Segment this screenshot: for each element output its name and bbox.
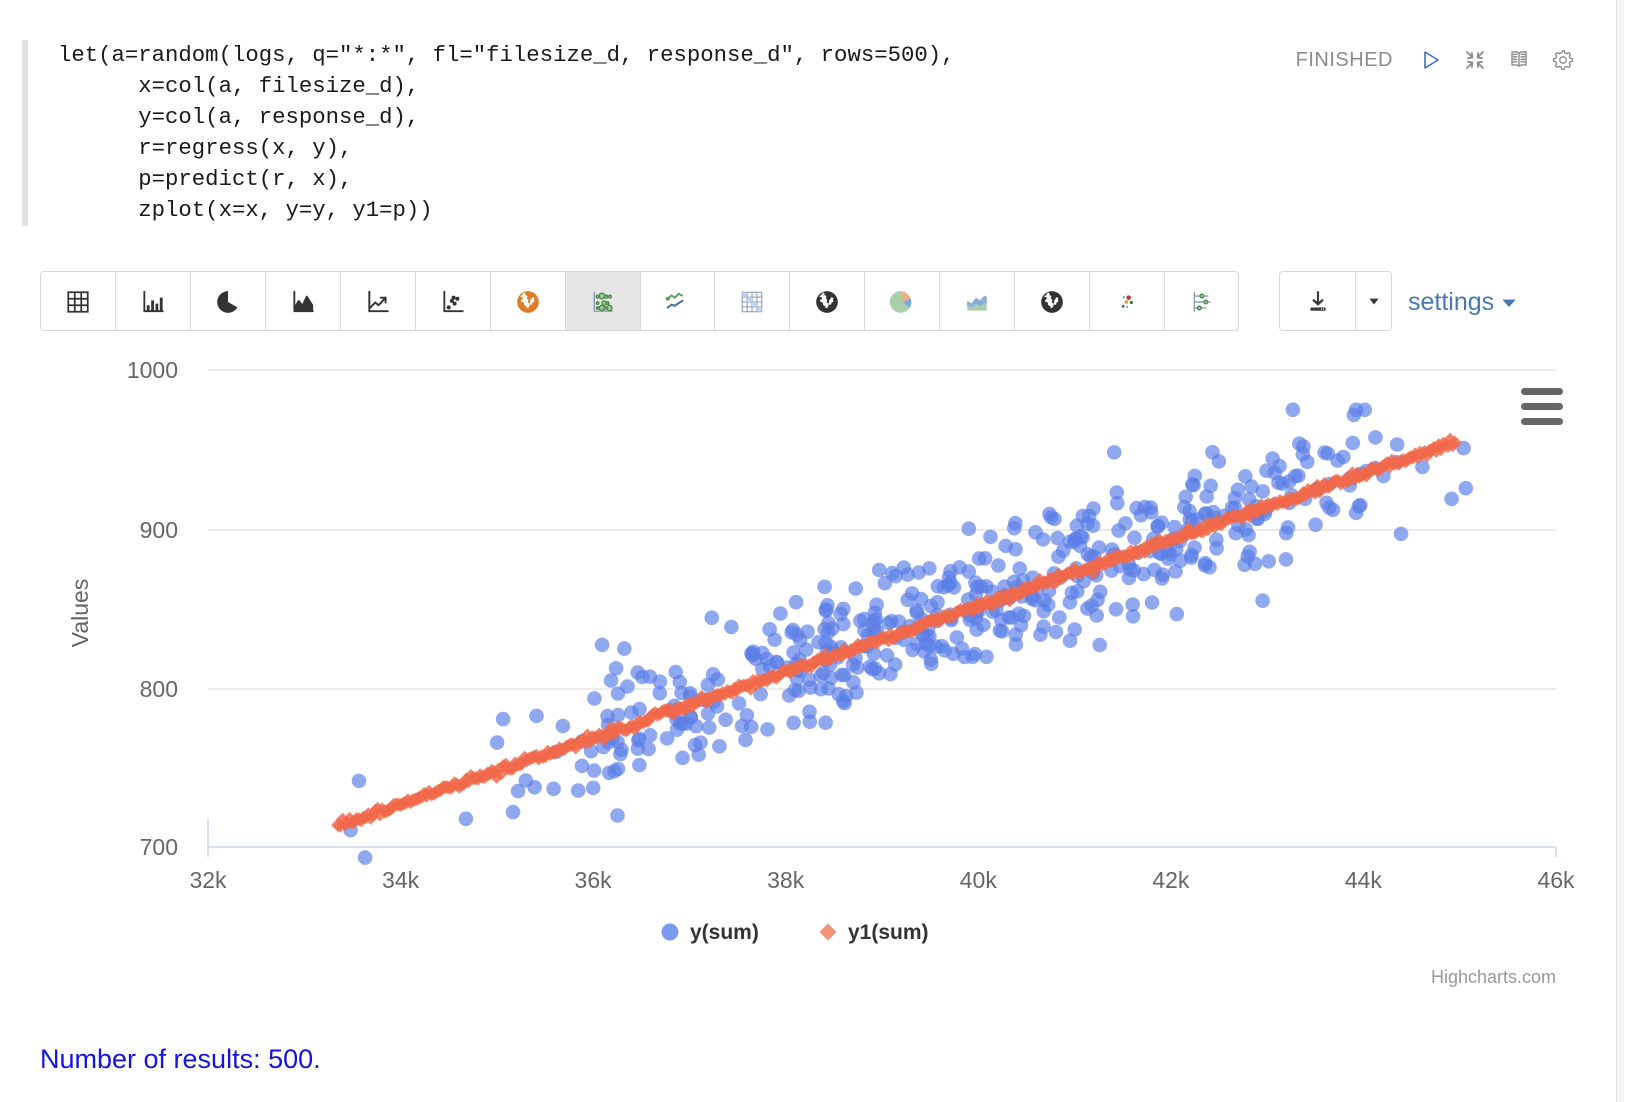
svg-text:y(sum): y(sum) [690,921,759,944]
svg-text:40k: 40k [960,867,998,893]
svg-text:1000: 1000 [127,357,178,383]
svg-text:44k: 44k [1345,867,1383,893]
svg-text:800: 800 [140,676,178,702]
svg-text:700: 700 [140,834,178,860]
svg-text:46k: 46k [1537,867,1575,893]
svg-text:y1(sum): y1(sum) [848,921,929,944]
svg-text:34k: 34k [382,867,420,893]
svg-text:Highcharts.com: Highcharts.com [1431,967,1556,987]
svg-text:900: 900 [140,517,178,543]
svg-text:32k: 32k [189,867,227,893]
svg-text:Values: Values [67,579,93,648]
svg-text:38k: 38k [767,867,805,893]
svg-text:42k: 42k [1152,867,1190,893]
svg-text:36k: 36k [575,867,613,893]
